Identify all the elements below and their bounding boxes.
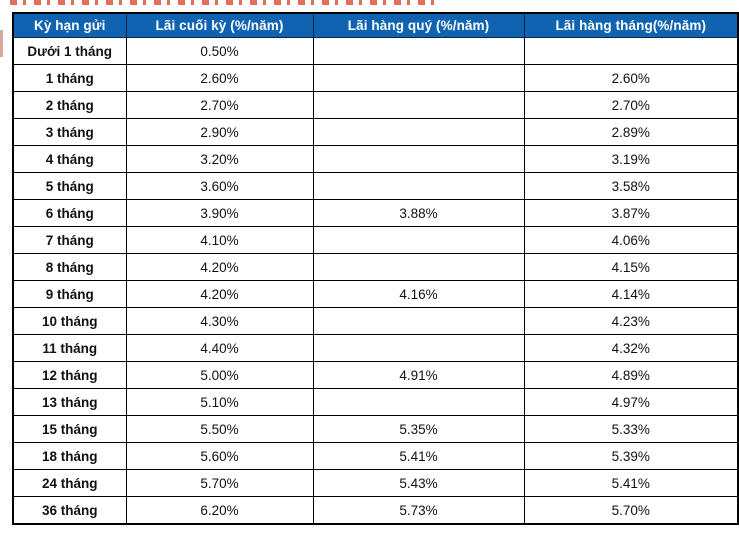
- term-cell: 11 tháng: [12, 334, 127, 362]
- rate-cell: 4.20%: [125, 253, 314, 281]
- rate-cell: 5.41%: [312, 442, 525, 470]
- term-cell: 1 tháng: [12, 64, 127, 92]
- table-row: Dưới 1 tháng 0.50%: [12, 37, 739, 65]
- header-term: Kỳ hạn gửi: [12, 12, 127, 38]
- table-row: 5 tháng 3.60% 3.58%: [12, 172, 739, 200]
- rate-cell: [312, 118, 525, 146]
- rate-cell: [523, 37, 739, 65]
- left-edge-fragment: [0, 30, 3, 57]
- rate-cell: 6.20%: [125, 496, 314, 525]
- rate-cell: 5.39%: [523, 442, 739, 470]
- rate-cell: 5.35%: [312, 415, 525, 443]
- term-cell: 5 tháng: [12, 172, 127, 200]
- rate-cell: 3.88%: [312, 199, 525, 227]
- rate-cell: 2.70%: [125, 91, 314, 119]
- rate-cell: 4.15%: [523, 253, 739, 281]
- table-body: Dưới 1 tháng 0.50% 1 tháng 2.60% 2.60% 2 thán…: [12, 37, 739, 525]
- rate-cell: 4.30%: [125, 307, 314, 335]
- table-row: 1 tháng 2.60% 2.60%: [12, 64, 739, 92]
- rate-cell: 3.58%: [523, 172, 739, 200]
- rate-cell: [312, 91, 525, 119]
- term-cell: 4 tháng: [12, 145, 127, 173]
- rate-cell: 2.60%: [523, 64, 739, 92]
- rate-cell: [312, 307, 525, 335]
- rate-cell: [312, 253, 525, 281]
- cropped-heading-fragments: [10, 0, 442, 5]
- table-row: 11 tháng 4.40% 4.32%: [12, 334, 739, 362]
- table-row: 24 tháng 5.70% 5.43% 5.41%: [12, 469, 739, 497]
- rate-cell: 3.19%: [523, 145, 739, 173]
- term-cell: 18 tháng: [12, 442, 127, 470]
- rate-cell: 2.70%: [523, 91, 739, 119]
- rate-cell: 5.70%: [523, 496, 739, 525]
- rate-cell: [312, 145, 525, 173]
- rate-cell: 3.20%: [125, 145, 314, 173]
- table-row: 6 tháng 3.90% 3.88% 3.87%: [12, 199, 739, 227]
- rate-cell: 4.97%: [523, 388, 739, 416]
- rate-cell: [312, 226, 525, 254]
- interest-rate-table: Kỳ hạn gửi Lãi cuối kỳ (%/năm) Lãi hàng …: [12, 12, 739, 525]
- term-cell: 2 tháng: [12, 91, 127, 119]
- table-row: 9 tháng 4.20% 4.16% 4.14%: [12, 280, 739, 308]
- table-row: 8 tháng 4.20% 4.15%: [12, 253, 739, 281]
- table-row: 2 tháng 2.70% 2.70%: [12, 91, 739, 119]
- rate-cell: 4.91%: [312, 361, 525, 389]
- table-row: 18 tháng 5.60% 5.41% 5.39%: [12, 442, 739, 470]
- term-cell: 13 tháng: [12, 388, 127, 416]
- table-row: 10 tháng 4.30% 4.23%: [12, 307, 739, 335]
- rate-cell: 5.60%: [125, 442, 314, 470]
- rate-cell: [312, 172, 525, 200]
- term-cell: 6 tháng: [12, 199, 127, 227]
- header-monthly-rate: Lãi hàng tháng(%/năm): [523, 12, 739, 38]
- table-row: 12 tháng 5.00% 4.91% 4.89%: [12, 361, 739, 389]
- rate-cell: 3.87%: [523, 199, 739, 227]
- rate-cell: 4.89%: [523, 361, 739, 389]
- table-row: 4 tháng 3.20% 3.19%: [12, 145, 739, 173]
- term-cell: 10 tháng: [12, 307, 127, 335]
- rate-cell: 4.32%: [523, 334, 739, 362]
- rate-cell: 5.00%: [125, 361, 314, 389]
- term-cell: Dưới 1 tháng: [12, 37, 127, 65]
- header-end-of-term-rate: Lãi cuối kỳ (%/năm): [125, 12, 314, 38]
- rate-cell: 4.10%: [125, 226, 314, 254]
- table-row: 15 tháng 5.50% 5.35% 5.33%: [12, 415, 739, 443]
- table-row: 13 tháng 5.10% 4.97%: [12, 388, 739, 416]
- header-quarterly-rate: Lãi hàng quý (%/năm): [312, 12, 525, 38]
- rate-cell: 2.60%: [125, 64, 314, 92]
- rate-cell: 4.06%: [523, 226, 739, 254]
- term-cell: 12 tháng: [12, 361, 127, 389]
- rate-cell: 5.10%: [125, 388, 314, 416]
- rate-cell: 5.43%: [312, 469, 525, 497]
- rate-cell: [312, 388, 525, 416]
- rate-cell: 3.90%: [125, 199, 314, 227]
- table-row: 7 tháng 4.10% 4.06%: [12, 226, 739, 254]
- rate-cell: 4.40%: [125, 334, 314, 362]
- rate-cell: 4.14%: [523, 280, 739, 308]
- rate-cell: 5.50%: [125, 415, 314, 443]
- term-cell: 3 tháng: [12, 118, 127, 146]
- rate-cell: [312, 64, 525, 92]
- table-row: 3 tháng 2.90% 2.89%: [12, 118, 739, 146]
- rate-cell: 5.73%: [312, 496, 525, 525]
- rate-cell: 2.90%: [125, 118, 314, 146]
- term-cell: 15 tháng: [12, 415, 127, 443]
- rate-cell: 4.20%: [125, 280, 314, 308]
- table-row: 36 tháng 6.20% 5.73% 5.70%: [12, 496, 739, 525]
- rate-cell: [312, 334, 525, 362]
- rate-cell: 0.50%: [125, 37, 314, 65]
- rate-cell: 4.23%: [523, 307, 739, 335]
- rate-cell: [312, 37, 525, 65]
- rate-cell: 5.70%: [125, 469, 314, 497]
- term-cell: 24 tháng: [12, 469, 127, 497]
- term-cell: 36 tháng: [12, 496, 127, 525]
- rate-cell: 2.89%: [523, 118, 739, 146]
- rate-cell: 4.16%: [312, 280, 525, 308]
- term-cell: 8 tháng: [12, 253, 127, 281]
- rate-cell: 5.33%: [523, 415, 739, 443]
- term-cell: 7 tháng: [12, 226, 127, 254]
- rate-cell: 3.60%: [125, 172, 314, 200]
- term-cell: 9 tháng: [12, 280, 127, 308]
- rate-cell: 5.41%: [523, 469, 739, 497]
- header-row: Kỳ hạn gửi Lãi cuối kỳ (%/năm) Lãi hàng …: [12, 12, 739, 38]
